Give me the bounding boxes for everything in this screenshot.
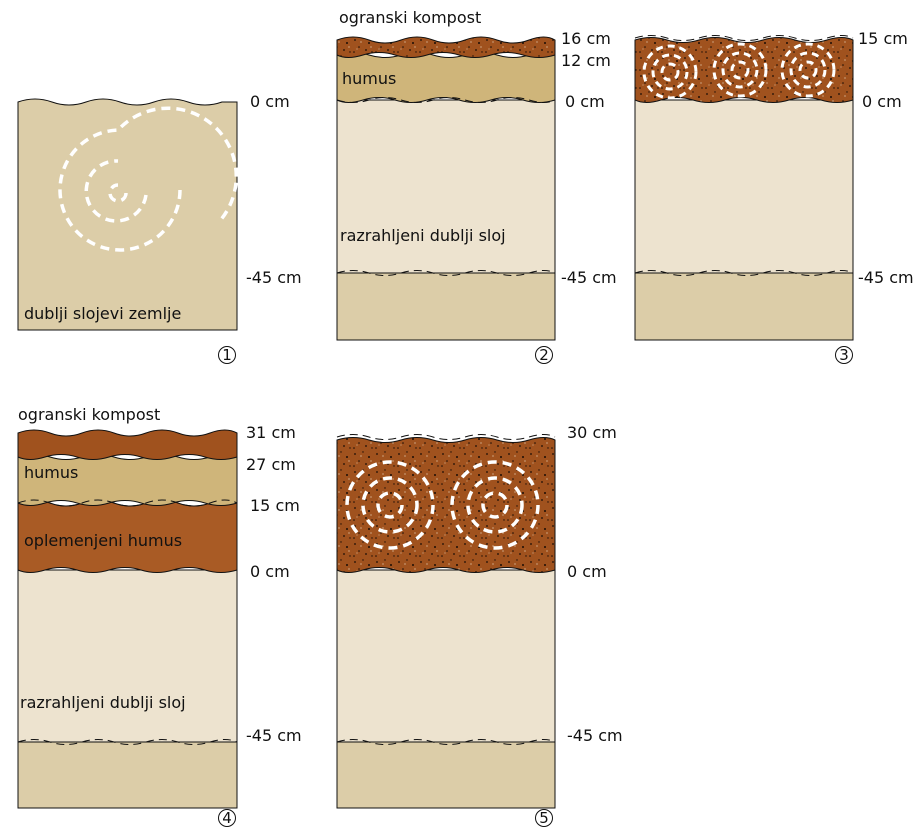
depth-minus45cm: -45 cm [561, 268, 617, 287]
layer-label-deep: dublji slojevi zemlje [24, 304, 181, 323]
layer-label-loosened: razrahljeni dublji sloj [20, 693, 186, 712]
panel-number: 1 [222, 346, 232, 364]
boundary-top [336, 434, 556, 440]
panel-number-badge [535, 346, 553, 364]
loosened-soil-layer [336, 99, 556, 274]
depth-0cm: 0 cm [565, 92, 605, 111]
depth-12cm: 12 cm [561, 51, 611, 70]
depth-minus45cm: -45 cm [567, 726, 623, 745]
panel-3: 15 cm 0 cm -45 cm 3 [634, 29, 914, 364]
layer-label-humus: humus [24, 463, 78, 482]
panel-2: ogranski kompost humus razrahljeni dublj… [336, 8, 617, 364]
compost-layer [17, 429, 238, 460]
depth-30cm: 30 cm [567, 423, 617, 442]
panel-number: 4 [222, 809, 232, 827]
depth-0cm: 0 cm [250, 562, 290, 581]
deep-soil-layer [17, 741, 238, 809]
compost-mixed-layer [336, 437, 556, 573]
panel-4: ogranski kompost humus oplemenjeni humus… [17, 405, 302, 827]
depth-15cm: 15 cm [250, 496, 300, 515]
panel-number-badge [535, 809, 553, 827]
layer-label-enriched-humus: oplemenjeni humus [24, 531, 182, 550]
depth-minus45cm: -45 cm [246, 268, 302, 287]
depth-15cm: 15 cm [858, 29, 908, 48]
depth-minus45cm: -45 cm [858, 268, 914, 287]
swirl-marks [345, 460, 540, 550]
compost-label: ogranski kompost [339, 8, 481, 27]
swirl-marks [58, 106, 238, 252]
compost-mixed-layer [634, 37, 854, 103]
deep-soil-layer [634, 272, 854, 341]
depth-0cm: 0 cm [250, 92, 290, 111]
depth-31cm: 31 cm [246, 423, 296, 442]
panel-number-badge [218, 346, 236, 364]
depth-16cm: 16 cm [561, 29, 611, 48]
layer-label-loosened: razrahljeni dublji sloj [340, 226, 506, 245]
loosened-soil-layer [336, 569, 556, 743]
panel-number-badge [218, 809, 236, 827]
depth-0cm: 0 cm [567, 562, 607, 581]
deep-soil-layer [17, 98, 238, 331]
compost-layer [336, 36, 556, 58]
panel-1: dublji slojevi zemlje 0 cm -45 cm 1 [17, 92, 302, 364]
deep-soil-layer [336, 741, 556, 809]
layer-label-humus: humus [342, 69, 396, 88]
panel-number-badge [835, 346, 853, 364]
depth-minus45cm: -45 cm [246, 726, 302, 745]
panel-number: 2 [539, 346, 549, 364]
swirl-marks [642, 42, 836, 100]
panel-5: 30 cm 0 cm -45 cm 5 [336, 423, 623, 827]
panel-number: 5 [539, 809, 549, 827]
loosened-soil-layer [634, 99, 854, 274]
loosened-soil-layer [17, 569, 238, 743]
depth-0cm: 0 cm [862, 92, 902, 111]
depth-27cm: 27 cm [246, 455, 296, 474]
deep-soil-layer [336, 272, 556, 341]
compost-label: ogranski kompost [18, 405, 160, 424]
panel-number: 3 [839, 346, 849, 364]
